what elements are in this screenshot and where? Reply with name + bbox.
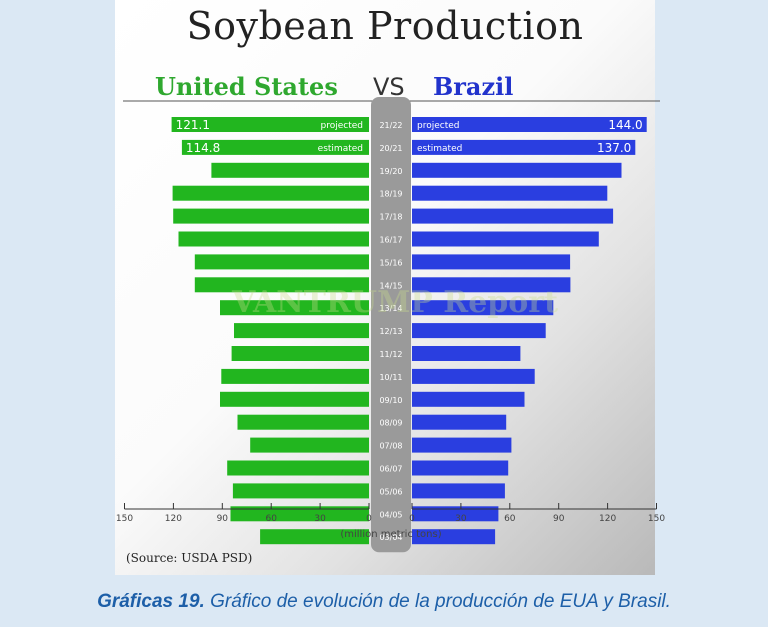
x-axis-label: (million metric tons) <box>340 529 441 540</box>
brazil-tag-label: estimated <box>417 144 462 154</box>
category-label: 14/15 <box>379 281 402 290</box>
category-label: 04/05 <box>379 510 402 519</box>
brazil-value-label: 144.0 <box>608 118 642 132</box>
us-bar <box>227 460 369 476</box>
brazil-bar <box>412 208 614 224</box>
brazil-bar <box>412 460 509 476</box>
us-tick-label: 90 <box>217 514 229 524</box>
brazil-bar <box>412 506 499 522</box>
brazil-bar <box>412 162 622 178</box>
us-bar <box>220 391 369 407</box>
category-label: 17/18 <box>379 213 402 222</box>
us-bar <box>260 529 369 545</box>
vs-label: VS <box>373 73 405 101</box>
us-tick-label: 120 <box>165 514 182 524</box>
brazil-bar <box>412 483 505 499</box>
category-label: 03/04 <box>379 533 402 542</box>
category-column <box>371 97 411 553</box>
us-header: United States <box>155 72 338 101</box>
brazil-tick-label: 90 <box>553 514 565 524</box>
category-label: 20/21 <box>379 144 402 153</box>
brazil-tick-label: 0 <box>409 514 415 524</box>
us-tag-label: estimated <box>318 144 363 154</box>
brazil-bar <box>412 277 571 293</box>
us-bar <box>234 323 369 339</box>
us-tick-label: 150 <box>116 514 133 524</box>
brazil-bar <box>412 117 647 132</box>
category-label: 18/19 <box>379 190 402 199</box>
us-tick-label: 30 <box>314 514 326 524</box>
us-bar <box>171 117 369 132</box>
brazil-bar <box>412 300 554 316</box>
brazil-tick-label: 60 <box>504 514 516 524</box>
us-bar <box>211 162 369 178</box>
us-bar <box>232 483 369 499</box>
category-label: 10/11 <box>379 373 402 382</box>
brazil-bar <box>412 139 636 155</box>
us-bar <box>173 208 369 224</box>
category-label: 11/12 <box>379 350 402 359</box>
brazil-header: Brazil <box>433 72 514 101</box>
source-note: (Source: USDA PSD) <box>126 551 253 565</box>
brazil-value-label: 137.0 <box>597 141 631 155</box>
us-bar <box>231 346 369 361</box>
us-bar <box>172 185 369 201</box>
brazil-tick-label: 150 <box>648 514 665 524</box>
us-tag-label: projected <box>321 121 364 131</box>
us-bar <box>250 437 369 453</box>
brazil-bar <box>412 414 507 430</box>
category-label: 19/20 <box>379 167 402 176</box>
brazil-bar <box>412 185 608 201</box>
caption-text: Gráfico de evolución de la producción de… <box>210 591 671 612</box>
category-label: 06/07 <box>379 465 402 474</box>
watermark-logo: VANTRUMP Report <box>231 285 558 320</box>
us-bar <box>194 277 369 293</box>
brazil-bar <box>412 231 599 247</box>
us-value-label: 121.1 <box>176 118 210 132</box>
chart-title: Soybean Production <box>186 4 584 48</box>
us-bar <box>194 254 369 270</box>
category-label: 13/14 <box>379 304 402 313</box>
category-label: 08/09 <box>379 419 402 428</box>
brazil-bar <box>412 391 525 407</box>
brazil-tag-label: projected <box>417 121 460 131</box>
category-label: 07/08 <box>379 442 402 451</box>
category-label: 15/16 <box>379 258 402 267</box>
brazil-bar <box>412 323 546 339</box>
brazil-tick-label: 120 <box>599 514 616 524</box>
us-value-label: 114.8 <box>186 141 220 155</box>
category-label: 21/22 <box>379 121 402 130</box>
category-label: 05/06 <box>379 487 402 496</box>
brazil-bar <box>412 529 496 545</box>
us-bar <box>237 414 369 430</box>
us-bar <box>220 300 369 316</box>
category-label: 16/17 <box>379 236 402 245</box>
category-label: 09/10 <box>379 396 402 405</box>
brazil-bar <box>412 368 535 384</box>
brazil-bar <box>412 254 571 270</box>
us-tick-label: 60 <box>265 514 277 524</box>
us-bar <box>221 368 369 384</box>
us-bar <box>178 231 369 247</box>
brazil-bar <box>412 346 521 361</box>
us-bar <box>181 139 369 155</box>
us-bar <box>230 506 369 522</box>
caption-label: Gráficas 19. <box>97 591 205 612</box>
figure-caption: Gráficas 19. Gráfico de evolución de la … <box>0 591 768 613</box>
brazil-bar <box>412 437 512 453</box>
us-tick-label: 0 <box>366 514 372 524</box>
brazil-tick-label: 30 <box>455 514 467 524</box>
category-label: 12/13 <box>379 327 402 336</box>
